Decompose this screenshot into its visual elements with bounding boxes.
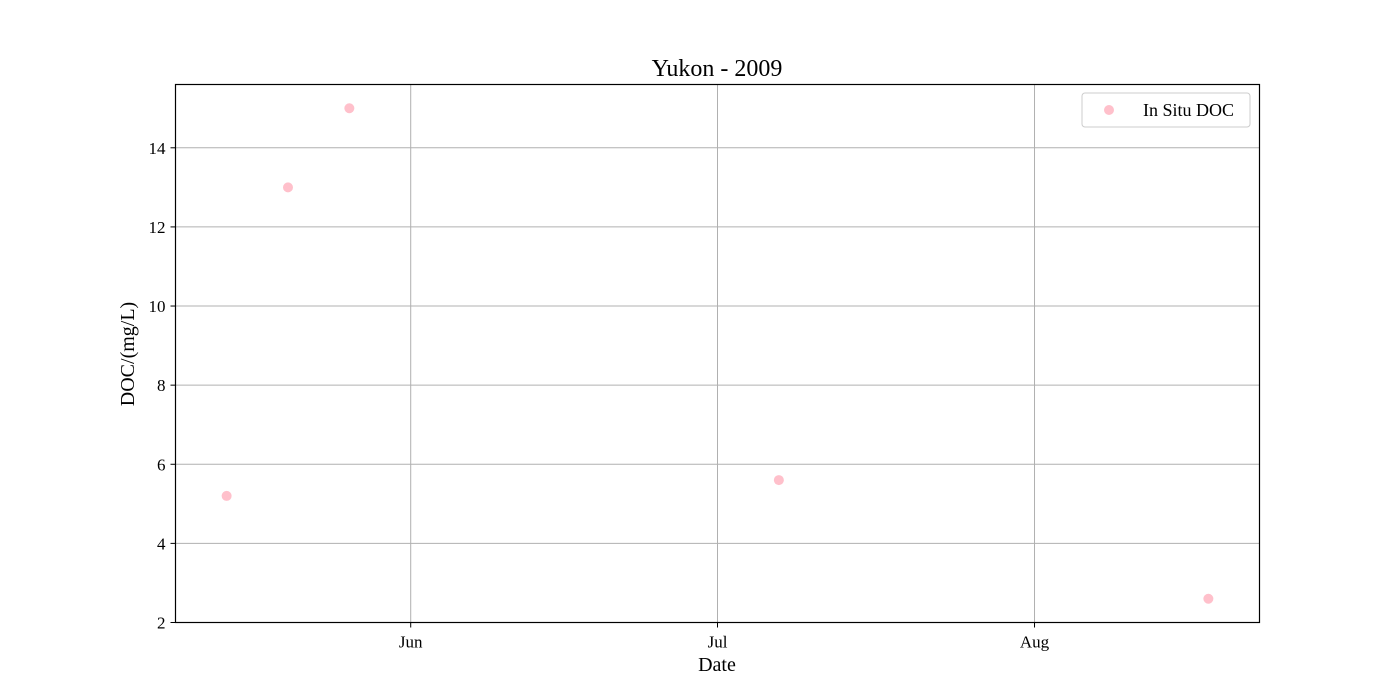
y-axis-label: DOC/(mg/L) (117, 302, 139, 406)
y-tick-label: 4 (157, 534, 166, 553)
y-tick-label: 14 (149, 139, 167, 158)
legend: In Situ DOC (1081, 92, 1251, 128)
x-tick-label: Jun (399, 633, 423, 652)
grid (175, 84, 1260, 623)
x-tick-label: Jul (708, 633, 728, 652)
data-point (344, 103, 355, 114)
y-tick-label: 2 (157, 614, 166, 633)
x-axis-label: Date (698, 654, 736, 676)
legend-box (1081, 92, 1251, 128)
data-points (221, 103, 1214, 604)
y-tick-label: 8 (157, 376, 166, 395)
data-point (221, 490, 232, 501)
x-tick-label: Aug (1020, 633, 1050, 652)
y-tick-label: 12 (149, 218, 166, 237)
y-tick-label: 6 (157, 455, 166, 474)
legend-label: In Situ DOC (1143, 100, 1234, 120)
data-point (282, 182, 293, 193)
axis-ticks: 2 4 6 8 10 12 14 Jun Jul Aug (149, 139, 1050, 652)
chart-title: Yukon - 2009 (652, 56, 783, 82)
y-tick-label: 10 (149, 297, 166, 316)
legend-marker (1104, 105, 1114, 115)
data-point (773, 475, 784, 486)
data-point (1203, 593, 1214, 604)
